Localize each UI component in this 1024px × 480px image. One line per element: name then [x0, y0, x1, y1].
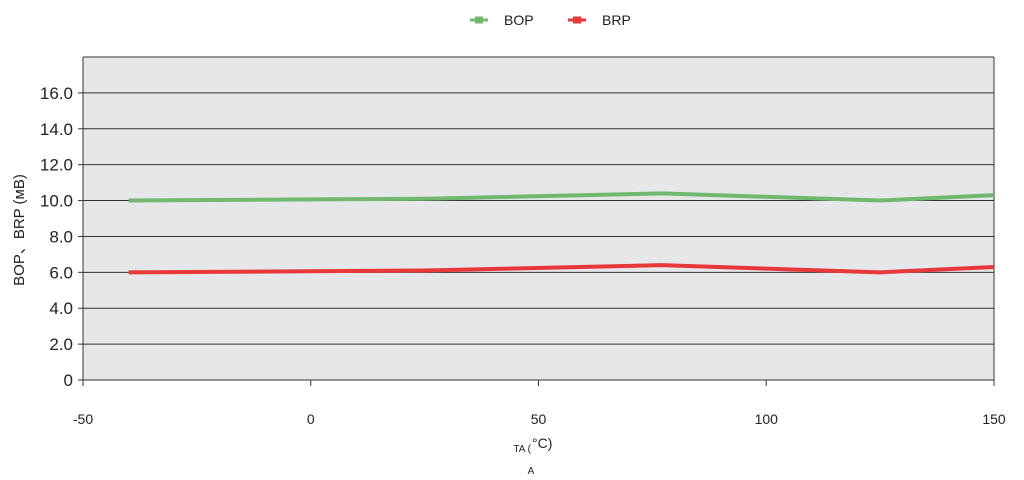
- x-axis-label-unit: °C): [532, 435, 552, 451]
- x-axis-label-subscript: A: [528, 466, 535, 477]
- y-tick-label: 2.0: [49, 335, 73, 354]
- y-tick-label: 10.0: [40, 192, 73, 211]
- y-tick-label: 4.0: [49, 299, 73, 318]
- x-axis-label: TA ( °C) A: [513, 435, 552, 477]
- y-tick-labels: 0 2.0 4.0 6.0 8.0 10.0 12.0 14.0 16.0: [40, 84, 83, 390]
- y-tick-label: 0: [64, 371, 73, 390]
- x-tick-label: 50: [531, 411, 547, 427]
- y-axis-label: BOP、BRP (мВ): [11, 174, 28, 286]
- series-line-bop: [128, 191, 995, 203]
- legend-label-bop: BOP: [504, 12, 534, 28]
- x-tick-label: 0: [307, 411, 315, 427]
- series-line-brp: [128, 263, 995, 275]
- plot-area: [83, 57, 994, 380]
- legend-marker-brp: [573, 16, 581, 24]
- y-tick-label: 12.0: [40, 156, 73, 175]
- legend-label-brp: BRP: [602, 12, 631, 28]
- x-axis-label-main: TA (: [513, 444, 531, 455]
- legend-marker-bop: [475, 16, 483, 24]
- legend: BOP BRP: [470, 12, 631, 28]
- x-tick-label: -50: [73, 411, 93, 427]
- y-tick-label: 14.0: [40, 120, 73, 139]
- y-tick-label: 8.0: [49, 227, 73, 246]
- x-tick-label: 100: [755, 411, 779, 427]
- series-lines: [128, 191, 995, 275]
- x-tick-label: 150: [982, 411, 1006, 427]
- y-tick-label: 16.0: [40, 84, 73, 103]
- x-tick-labels: -50 0 50 100 150: [73, 380, 1006, 427]
- y-tick-label: 6.0: [49, 263, 73, 282]
